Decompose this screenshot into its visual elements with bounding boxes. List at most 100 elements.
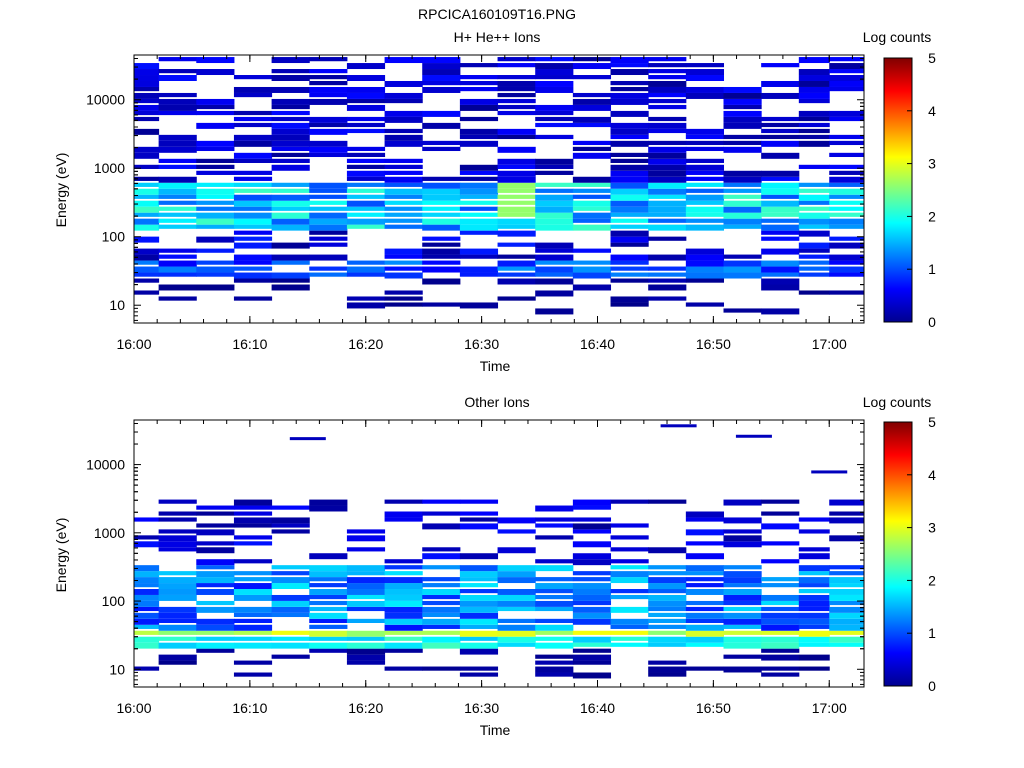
heatmap-cell	[309, 69, 348, 74]
heatmap-cell	[723, 206, 762, 213]
heatmap-cell	[158, 266, 197, 273]
heatmap-cell	[346, 594, 386, 600]
heatmap-cell	[648, 194, 687, 199]
heatmap-cell	[196, 218, 235, 225]
heatmap-cell	[497, 630, 536, 637]
heatmap-cell	[158, 104, 197, 111]
heatmap-cell	[761, 648, 800, 653]
heatmap-cell	[572, 146, 612, 152]
heatmap-cell	[535, 642, 574, 649]
heatmap-cell	[384, 272, 423, 279]
x-tick-label: 16:30	[464, 336, 499, 352]
heatmap-cell	[158, 254, 197, 259]
heatmap-cell	[535, 260, 574, 265]
heatmap-cell	[761, 636, 800, 643]
heatmap-cell	[648, 636, 687, 643]
heatmap-cell	[459, 553, 499, 560]
heatmap-cell	[761, 266, 800, 273]
heatmap-cell	[384, 600, 423, 607]
heatmap-cell	[572, 523, 612, 530]
heatmap-cell	[572, 224, 612, 231]
heatmap-cell	[648, 666, 687, 673]
heatmap-cell	[648, 618, 687, 623]
heatmap-cell	[196, 523, 235, 528]
heatmap-cell	[346, 86, 386, 93]
heatmap-cell	[233, 642, 273, 649]
heatmap-cell	[761, 218, 800, 223]
heatmap-cell	[459, 499, 499, 504]
heatmap-cell	[798, 164, 830, 169]
heatmap-cell	[158, 499, 197, 504]
heatmap-cell	[422, 188, 461, 195]
heatmap-cell	[233, 170, 273, 175]
y-tick-label: 100	[102, 229, 126, 245]
heatmap-cell	[346, 158, 386, 163]
heatmap-cell	[572, 188, 612, 193]
heatmap-cell	[384, 618, 423, 625]
heatmap-cell	[422, 600, 461, 606]
heatmap-cell	[572, 152, 612, 159]
heatmap-cell	[384, 577, 423, 584]
heatmap-cell	[798, 553, 830, 560]
heatmap-cell	[648, 284, 687, 291]
heatmap-cell	[459, 642, 499, 649]
heatmap-cell	[572, 559, 612, 566]
x-axis-label: Time	[480, 722, 511, 738]
heatmap-cell	[798, 254, 830, 259]
heatmap-cell	[535, 636, 574, 641]
heatmap-cell	[798, 140, 830, 147]
heatmap-cell	[535, 200, 574, 207]
heatmap-cell	[309, 116, 348, 123]
heatmap-cell	[422, 176, 461, 181]
heatmap-cell	[309, 571, 348, 578]
heatmap-cell	[384, 594, 423, 601]
heatmap-cell	[610, 110, 649, 117]
heatmap-cell	[196, 194, 235, 199]
heatmap-cell	[535, 577, 574, 582]
heatmap-cell	[233, 272, 273, 279]
heatmap-cell	[271, 272, 310, 279]
heatmap-cell	[685, 140, 725, 146]
heatmap-cell	[572, 529, 612, 534]
heatmap-cell	[346, 146, 386, 152]
heatmap-cell	[309, 648, 348, 653]
heatmap-cell	[271, 583, 310, 590]
heatmap-cell	[761, 152, 800, 159]
heatmap-cell	[761, 511, 800, 516]
heatmap-cell	[648, 612, 687, 618]
heatmap-cell	[572, 194, 612, 199]
heatmap-cell	[723, 529, 762, 534]
heatmap-cell	[134, 606, 160, 612]
heatmap-cell	[271, 158, 310, 163]
heatmap-cell	[535, 69, 574, 76]
heatmap-cell	[196, 98, 235, 105]
heatmap-cell	[723, 589, 762, 595]
heatmap-cell	[459, 218, 499, 225]
heatmap-cell	[134, 517, 160, 522]
heatmap-cell	[346, 648, 386, 655]
heatmap-cell	[196, 529, 235, 536]
heatmap-cell	[610, 606, 649, 613]
heatmap-cell	[158, 146, 197, 153]
heatmap-cell	[798, 230, 830, 237]
heatmap-cell	[798, 134, 830, 140]
heatmap-cell	[196, 547, 235, 554]
heatmap-cell	[346, 583, 386, 590]
heatmap-cell	[459, 630, 499, 637]
heatmap-cell	[422, 248, 461, 255]
heatmap-cell	[233, 116, 273, 122]
heatmap-cell	[761, 206, 800, 213]
heatmap-cell	[459, 86, 499, 92]
heatmap-cell	[134, 565, 160, 572]
heatmap-cell	[535, 666, 574, 673]
heatmap-cell	[384, 218, 423, 223]
heatmap-cell	[829, 75, 864, 81]
heatmap-cell	[459, 140, 499, 147]
heatmap-cell	[723, 224, 762, 229]
heatmap-cell	[685, 158, 725, 163]
y-tick-label: 10	[109, 297, 125, 313]
heatmap-cell	[572, 248, 612, 253]
heatmap-cell	[572, 122, 612, 128]
heatmap-cell	[685, 642, 725, 647]
heatmap-cell	[829, 583, 864, 588]
